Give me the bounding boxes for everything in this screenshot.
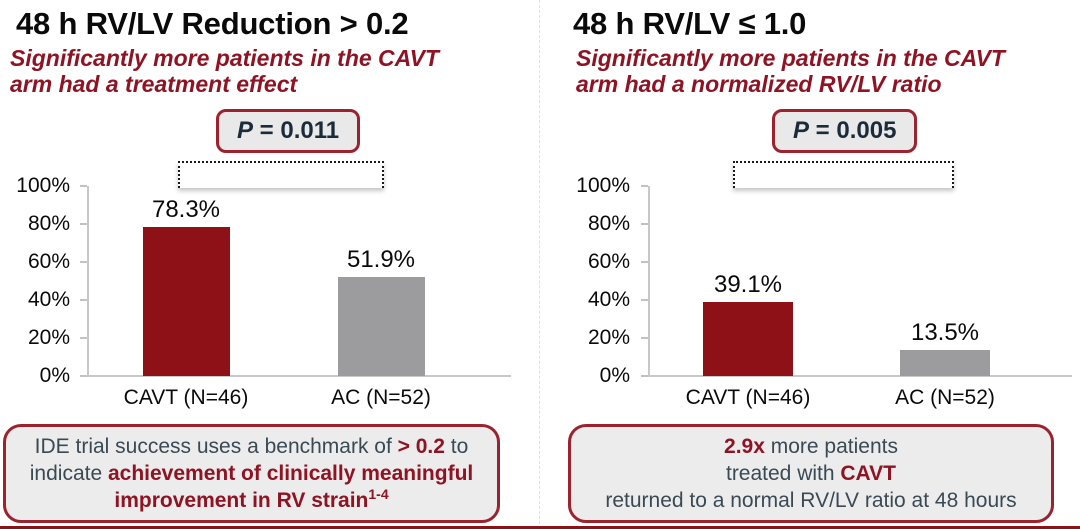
y-axis-tick — [641, 375, 648, 377]
panel-subtitle: Significantly more patients in the CAVT … — [576, 45, 1005, 97]
p-value-box: P = 0.005 — [772, 109, 918, 153]
y-axis-label: 20% — [587, 326, 630, 349]
y-axis-label: 0% — [39, 364, 70, 387]
y-axis-label: 100% — [576, 174, 630, 197]
p-value-number: = 0.005 — [809, 117, 897, 144]
x-axis-line — [648, 375, 1072, 377]
significance-bracket — [733, 161, 954, 188]
y-axis-label: 60% — [27, 250, 70, 273]
panel-divider — [539, 0, 540, 529]
bar-ac — [338, 277, 425, 376]
y-axis-label: 20% — [27, 326, 70, 349]
y-axis-line — [87, 186, 89, 377]
p-value-box: P = 0.011 — [216, 109, 361, 153]
y-axis-tick — [80, 337, 87, 339]
category-label-ac: AC (N=52) — [331, 386, 431, 409]
y-axis-line — [648, 186, 650, 377]
y-axis-tick — [641, 261, 648, 263]
category-label-ac: AC (N=52) — [895, 386, 995, 409]
y-axis-label: 0% — [599, 364, 630, 387]
panel-rvlv-normalized: 48 h RV/LV ≤ 1.0 Significantly more pati… — [540, 0, 1080, 529]
category-label-cavt: CAVT (N=46) — [123, 386, 249, 409]
y-axis-tick — [641, 337, 648, 339]
y-axis-label: 80% — [27, 212, 70, 235]
y-axis-label: 40% — [27, 288, 70, 311]
note-box: 2.9x more patients treated with CAVT retur… — [568, 424, 1054, 523]
panel-title: 48 h RV/LV ≤ 1.0 — [573, 6, 807, 41]
y-axis-tick — [80, 299, 87, 301]
note-text: 2.9x more patients treated with CAVT retur… — [605, 435, 1017, 512]
panel-rvlv-reduction: 48 h RV/LV Reduction > 0.2 Significantly… — [3, 6, 511, 523]
bar-value-label-cavt: 39.1% — [713, 270, 783, 298]
significance-bracket — [178, 161, 384, 188]
y-axis-tick — [80, 375, 87, 377]
subtitle-line-2: arm had a treatment effect — [10, 71, 298, 97]
x-axis-line — [87, 375, 511, 377]
subtitle-line-1: Significantly more patients in the CAVT — [10, 45, 439, 71]
y-axis-tick — [80, 223, 87, 225]
bar-ac — [900, 350, 990, 376]
p-value-symbol: P — [237, 117, 254, 144]
y-axis-label: 60% — [587, 250, 630, 273]
y-axis-tick — [641, 299, 648, 301]
p-value-number: = 0.011 — [253, 117, 340, 144]
y-axis-label: 100% — [16, 174, 70, 197]
y-axis-label: 80% — [587, 212, 630, 235]
y-axis-label: 40% — [587, 288, 630, 311]
p-value-symbol: P — [793, 117, 810, 144]
panel-subtitle: Significantly more patients in the CAVT … — [10, 45, 439, 97]
note-text: IDE trial success uses a benchmark of > … — [29, 435, 474, 512]
subtitle-line-1: Significantly more patients in the CAVT — [576, 45, 1005, 71]
bottom-red-rule — [0, 526, 1080, 529]
bar-value-label-ac: 51.9% — [346, 246, 416, 274]
bar-cavt — [143, 227, 230, 376]
y-axis-tick — [80, 261, 87, 263]
subtitle-line-2: arm had a normalized RV/LV ratio — [576, 71, 942, 97]
panel-title: 48 h RV/LV Reduction > 0.2 — [16, 6, 409, 41]
bar-cavt — [703, 301, 793, 376]
y-axis-tick — [80, 185, 87, 187]
category-label-cavt: CAVT (N=46) — [685, 386, 811, 409]
bar-value-label-cavt: 78.3% — [151, 196, 221, 224]
y-axis-tick — [641, 185, 648, 187]
y-axis-tick — [641, 223, 648, 225]
bar-value-label-ac: 13.5% — [910, 319, 980, 347]
note-box: IDE trial success uses a benchmark of > … — [3, 424, 500, 523]
